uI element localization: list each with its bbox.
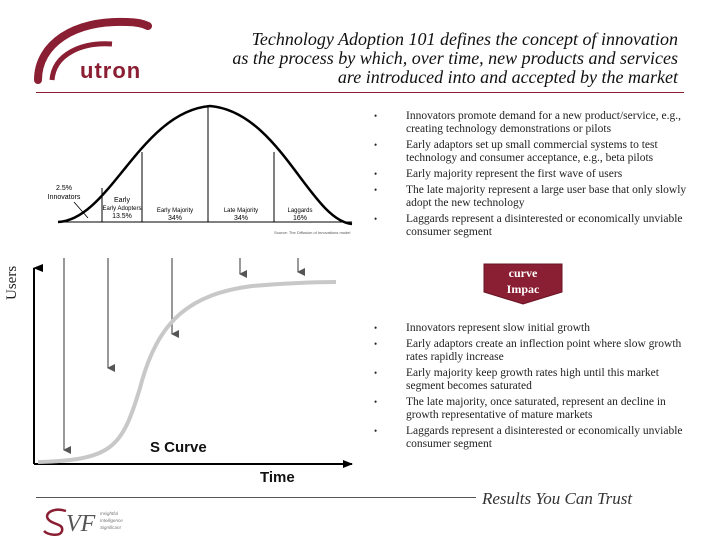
list-item: • Innovators promote demand for a new pro…	[374, 110, 681, 135]
segment-label-early-majority: Early Majority	[157, 208, 193, 214]
list-item: • Early adaptors set up small commercial …	[374, 139, 658, 164]
logo-text: utron	[80, 58, 141, 83]
svf-logo-line-1: Insightful	[100, 511, 119, 516]
company-logo: utron	[34, 17, 152, 84]
list-item: • The late majority represent a large use…	[374, 184, 687, 209]
segment-label-late-majority-share: 34%	[234, 215, 248, 222]
svf-logo-s-mark	[43, 508, 67, 536]
source-note: Source: The Diffusion of Innovations mod…	[274, 230, 350, 235]
segment-label-laggards: Laggards	[287, 208, 312, 214]
segment-label-innovators: Innovators	[48, 194, 81, 201]
segment-label-early-majority-share: 34%	[168, 215, 182, 222]
x-axis-label: Time	[260, 469, 295, 486]
innovators-pointer	[73, 201, 89, 219]
y-axis-label: Users	[4, 265, 20, 300]
title-line-2: as the process by which, over time, new …	[232, 48, 678, 68]
growth-bullet-list: • Innovators represent slow initial growt…	[374, 322, 690, 454]
svf-logo: VF Insightful Intelligence Significant	[43, 508, 123, 537]
page-title: Technology Adoption 101 defines the conc…	[150, 30, 678, 87]
list-item: • Early majority represent the first wave…	[374, 168, 623, 180]
s-curve-diagram: S Curve Time	[33, 258, 353, 486]
list-item: • Innovators represent slow initial growt…	[374, 322, 590, 334]
segment-label-laggards-share: 16%	[293, 215, 307, 222]
segment-label-early-adopters-2: Early Adopters	[102, 206, 141, 212]
list-item: • Early adaptors create an inflection poi…	[374, 338, 682, 363]
svf-logo-text: VF	[66, 511, 96, 537]
impact-down-arrow: curve Impac	[483, 263, 563, 305]
segment-label-late-majority: Late Majority	[224, 208, 258, 214]
footer-tagline: Results You Can Trust	[482, 489, 633, 508]
impact-arrow-line1: curve	[509, 266, 538, 280]
title-line-3: are introduced into and accepted by the …	[337, 67, 678, 87]
title-line-1: Technology Adoption 101 defines the conc…	[251, 29, 678, 49]
list-item: • Laggards represent a disinterested or e…	[374, 425, 683, 450]
svf-logo-line-2: Intelligence	[100, 518, 123, 523]
list-item: • The late majority, once saturated, repr…	[374, 396, 666, 421]
adoption-bullet-list: • Innovators promote demand for a new pro…	[374, 110, 690, 242]
segment-label-innovators-share: 2.5%	[56, 185, 72, 192]
s-curve-title: S Curve	[150, 439, 207, 456]
list-item: • Laggards represent a disinterested or e…	[374, 213, 683, 238]
svf-logo-line-3: Significant	[100, 525, 122, 530]
s-curve-line	[37, 280, 337, 464]
segment-label-early-adopters: Early	[114, 197, 130, 204]
adoption-bell-curve: 2.5% Innovators Early Early Adopters 13.…	[48, 104, 353, 235]
bell-curve-line	[57, 104, 353, 226]
segment-label-early-adopters-share: 13.5%	[112, 213, 132, 220]
impact-arrow-line2: Impac	[507, 282, 540, 296]
footer-divider	[36, 497, 476, 498]
header-divider	[36, 92, 684, 93]
list-item: • Early majority keep growth rates high u…	[374, 367, 659, 392]
